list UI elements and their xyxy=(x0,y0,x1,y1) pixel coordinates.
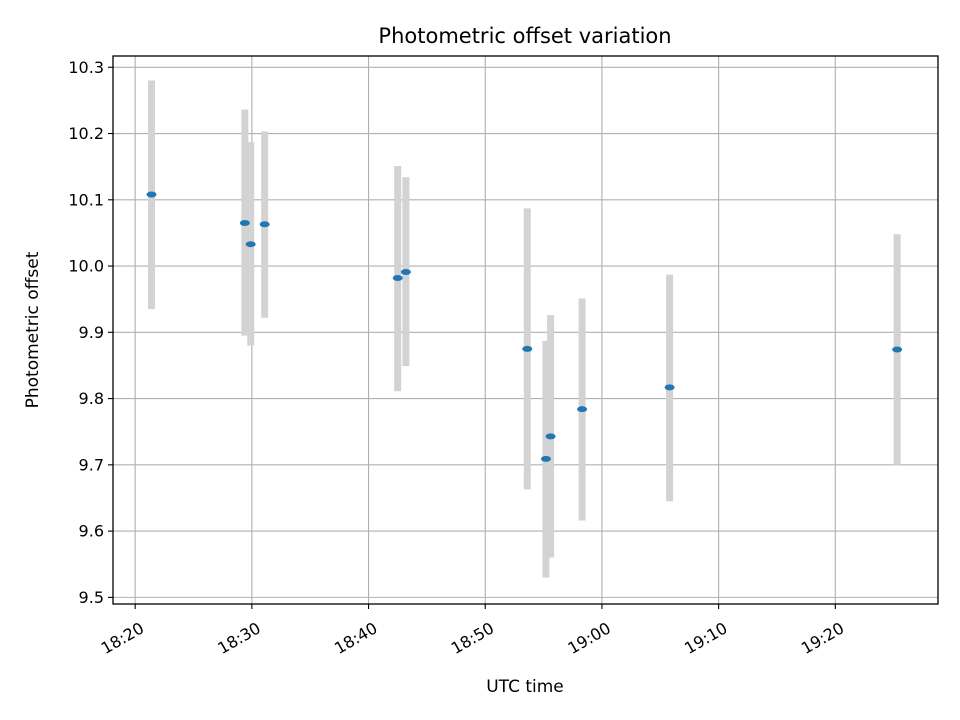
y-axis-label: Photometric offset xyxy=(23,251,43,408)
y-tick-label: 9.7 xyxy=(79,455,104,474)
x-tick-label: 18:50 xyxy=(448,618,497,658)
x-tick-label: 18:30 xyxy=(214,618,263,658)
data-point xyxy=(577,406,588,413)
y-tick-label: 10.0 xyxy=(68,257,104,276)
data-point xyxy=(892,346,903,353)
x-tick-label: 18:40 xyxy=(331,618,380,658)
x-tick-label: 19:20 xyxy=(798,618,847,658)
y-tick-label: 10.1 xyxy=(68,190,104,209)
x-axis-label: UTC time xyxy=(486,677,564,697)
data-point xyxy=(146,191,157,198)
data-points xyxy=(146,191,903,462)
y-tick-label: 9.6 xyxy=(79,522,104,541)
plot-frame xyxy=(112,55,939,605)
y-tick-label: 9.8 xyxy=(79,389,104,408)
x-tick-label: 18:20 xyxy=(98,618,147,658)
y-tick-label: 9.9 xyxy=(79,323,104,342)
y-axis-ticks: 9.5 9.6 9.7 9.8 9.9 10.0 10.1 10.2 10.3 xyxy=(68,58,113,607)
data-point xyxy=(545,433,556,440)
data-point xyxy=(239,219,250,226)
chart-title: Photometric offset variation xyxy=(378,24,671,48)
data-point xyxy=(400,269,411,276)
data-point xyxy=(522,345,533,352)
x-tick-label: 19:00 xyxy=(565,618,614,658)
data-point xyxy=(664,384,675,391)
data-point xyxy=(245,241,256,248)
y-tick-label: 10.2 xyxy=(68,124,104,143)
x-tick-label: 19:10 xyxy=(681,618,730,658)
y-tick-label: 10.3 xyxy=(68,58,104,77)
error-bars xyxy=(148,80,901,578)
data-point xyxy=(259,221,270,228)
data-point xyxy=(392,274,403,281)
data-point xyxy=(540,455,551,462)
y-tick-label: 9.5 xyxy=(79,588,104,607)
x-axis-ticks: 18:20 18:30 18:40 18:50 19:00 19:10 19:20 xyxy=(98,604,847,658)
